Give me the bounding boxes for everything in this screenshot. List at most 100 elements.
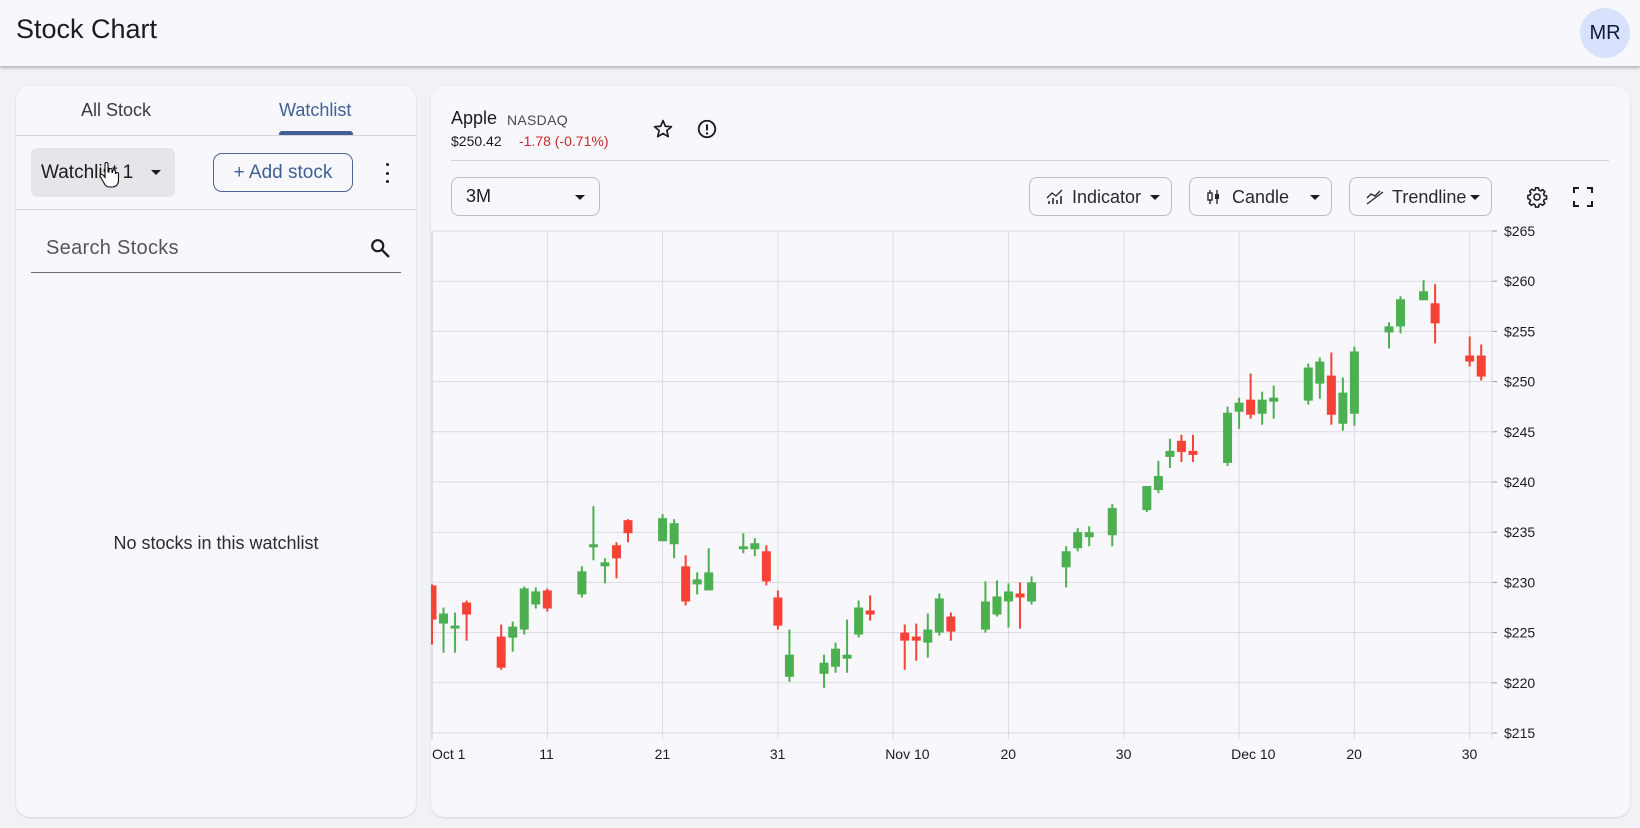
candle[interactable] [531,587,541,609]
tab-watchlist[interactable]: Watchlist [279,100,352,120]
x-axis-label: 11 [539,746,554,762]
candle[interactable] [1188,434,1198,462]
candle[interactable] [854,600,864,638]
candle[interactable] [1107,504,1117,547]
search-stocks-input[interactable]: Search Stocks [31,223,401,273]
x-axis-label: 31 [770,746,786,762]
candle[interactable] [611,542,621,579]
candle[interactable] [1142,486,1152,513]
candle[interactable] [462,600,472,641]
candle[interactable] [692,572,702,595]
candle[interactable] [1338,377,1348,431]
y-axis-label: $230 [1504,574,1535,590]
candle[interactable] [1303,363,1313,405]
candle[interactable] [681,555,691,606]
candle[interactable] [1465,336,1475,367]
search-placeholder: Search Stocks [46,237,179,259]
y-axis-label: $255 [1504,323,1535,339]
avatar[interactable]: MR [1580,8,1630,58]
candle[interactable] [865,595,875,621]
candle[interactable] [1061,546,1071,588]
y-axis-label: $265 [1504,223,1535,239]
settings-gear-icon[interactable] [1526,186,1548,208]
candle[interactable] [923,613,933,658]
candle[interactable] [1165,438,1175,468]
candle[interactable] [784,629,794,682]
x-axis-label: 21 [655,746,671,762]
candle[interactable] [992,580,1002,617]
candle[interactable] [980,581,990,633]
stock-name: Apple [451,108,498,128]
candle[interactable] [439,607,449,653]
candle[interactable] [658,514,668,542]
candle[interactable] [577,566,587,598]
indicator-dropdown[interactable]: Indicator [1029,177,1172,216]
add-stock-button[interactable]: + Add stock [213,153,353,192]
candle[interactable] [750,538,760,557]
candle[interactable] [1349,346,1359,426]
star-icon[interactable] [652,118,674,140]
candle[interactable] [542,588,552,612]
candle[interactable] [934,593,944,636]
candle[interactable] [431,584,437,645]
candle[interactable] [738,533,748,554]
x-axis-label: Oct 1 [432,746,466,762]
candle[interactable] [1315,357,1325,399]
chevron-down-icon [1150,195,1160,200]
stock-exchange: NASDAQ [507,112,568,128]
candle[interactable] [1223,406,1233,466]
indicator-label: Indicator [1072,187,1142,207]
y-axis-label: $245 [1504,424,1535,440]
candle[interactable] [588,506,598,561]
candle[interactable] [1084,526,1094,547]
alert-info-icon[interactable] [696,118,718,140]
candlestick-chart[interactable]: $215 $220 $225 $230 $235 $240 $245 $250 $255 $260… [431,86,1630,817]
candle[interactable] [911,623,921,661]
candle[interactable] [1004,583,1013,628]
range-select-value: 3M [466,186,492,206]
candle[interactable] [1246,373,1256,419]
x-axis-label: 30 [1116,746,1132,762]
candle[interactable] [1027,576,1037,605]
chart-type-dropdown[interactable]: Candle [1189,177,1332,216]
candle[interactable] [773,590,783,630]
candle[interactable] [1269,385,1279,419]
candle[interactable] [1015,582,1025,629]
candle[interactable] [842,619,852,673]
candle[interactable] [600,558,610,584]
candle[interactable] [450,612,460,653]
candle[interactable] [1419,280,1429,301]
more-options-icon[interactable] [383,163,391,183]
candle[interactable] [819,654,829,688]
candle[interactable] [508,621,518,652]
candle[interactable] [946,612,956,641]
candle[interactable] [1257,391,1267,425]
trendline-dropdown[interactable]: Trendline [1349,177,1492,216]
candle[interactable] [1176,434,1186,462]
search-icon[interactable] [369,237,391,259]
candle[interactable] [900,624,910,670]
candle[interactable] [1153,460,1163,494]
range-select[interactable]: 3M [451,177,600,216]
candle[interactable] [704,548,714,591]
empty-watchlist-message: No stocks in this watchlist [113,533,319,553]
trendline-label: Trendline [1392,187,1467,207]
candle[interactable] [496,624,506,670]
candle[interactable] [1396,296,1406,334]
candle[interactable] [623,519,633,543]
app-bar: Stock Chart MR [0,0,1640,66]
chevron-down-icon [1470,195,1480,200]
tab-all-stock[interactable]: All Stock [81,100,152,120]
candle[interactable] [1430,284,1440,344]
candle[interactable] [669,519,679,559]
candle[interactable] [1234,397,1244,429]
candle[interactable] [1073,528,1083,552]
candle[interactable] [761,545,771,586]
candle[interactable] [1326,352,1336,425]
chevron-down-icon [575,195,585,200]
candle[interactable] [519,586,529,635]
candle[interactable] [831,642,841,673]
fullscreen-icon[interactable] [1573,187,1593,207]
candle[interactable] [1384,322,1394,349]
candle[interactable] [1476,344,1486,381]
